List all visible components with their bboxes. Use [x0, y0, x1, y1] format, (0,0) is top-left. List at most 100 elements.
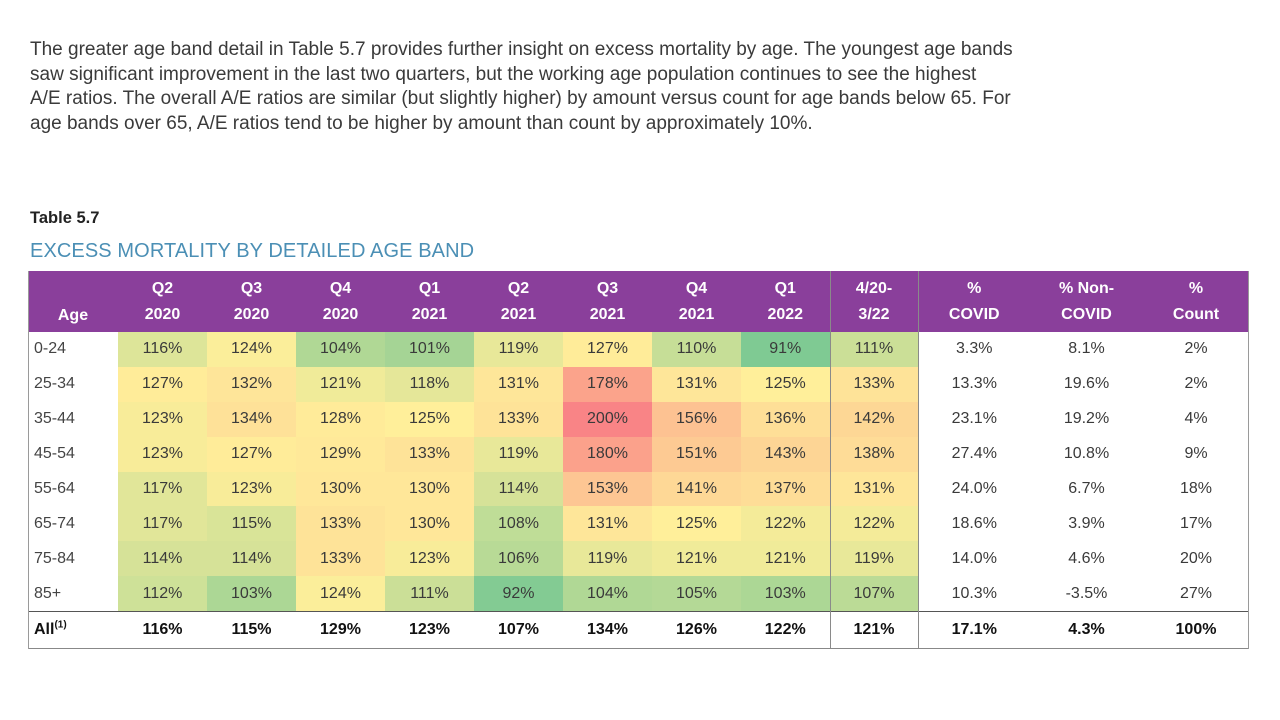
- pct-noncovid-cell: 19.6%: [1063, 375, 1110, 393]
- pct-count-cell: 2%: [1184, 375, 1208, 393]
- ae-ratio-cell: 123%: [118, 401, 207, 437]
- ae-ratio-cell: 200%: [563, 401, 652, 437]
- ae-ratio-cell: 122%: [741, 506, 830, 542]
- intro-line: The greater age band detail in Table 5.7…: [30, 39, 1013, 60]
- quarter-column-header: Q2 2020: [118, 271, 207, 332]
- period-column-header: 4/20- 3/22: [829, 271, 918, 332]
- ae-ratio-cell: 180%: [563, 436, 652, 472]
- pct-count-column-header: % Count: [1143, 271, 1249, 332]
- pct-count-cell: 27%: [1179, 584, 1213, 602]
- pct-covid-cell: 10.3%: [917, 576, 1030, 612]
- ae-ratio-period-cell: 138%: [829, 436, 918, 472]
- ae-ratio-cell: 117%: [118, 506, 207, 542]
- age-band-cell: 0-24: [34, 340, 67, 358]
- ae-ratio-cell: 104%: [296, 332, 385, 367]
- ae-ratio-period-cell: 133%: [829, 366, 918, 402]
- ae-ratio-total-cell: 107%: [474, 611, 563, 650]
- pct-noncovid-cell: 19.2%: [1063, 410, 1110, 428]
- intro-paragraph: The greater age band detail in Table 5.7…: [30, 38, 1280, 136]
- ae-ratio-cell: 127%: [207, 436, 296, 472]
- table-total-row: All(1) 116% 115% 129% 123% 107% 134% 126% 122% 12…: [28, 611, 1249, 650]
- ae-ratio-total-cell: 115%: [207, 611, 296, 650]
- ae-ratio-cell: 111%: [385, 576, 474, 612]
- table-row: 65-74 117% 115% 133% 130% 108% 131% 125% 122% 122…: [28, 506, 1249, 542]
- ae-ratio-cell: 128%: [296, 401, 385, 437]
- ae-ratio-cell: 143%: [741, 436, 830, 472]
- pct-noncovid-total-cell: 4.3%: [1030, 611, 1143, 650]
- pct-noncovid-cell: -3.5%: [1065, 584, 1108, 602]
- ae-ratio-period-cell: 119%: [829, 541, 918, 577]
- ae-ratio-period-cell: 122%: [829, 506, 918, 542]
- pct-covid-column-header: % COVID: [917, 271, 1030, 332]
- ae-ratio-cell: 119%: [474, 332, 563, 367]
- pct-covid-cell: 24.0%: [917, 471, 1030, 507]
- ae-ratio-cell: 136%: [741, 401, 830, 437]
- ae-ratio-cell: 130%: [385, 506, 474, 542]
- ae-ratio-cell: 133%: [296, 506, 385, 542]
- ae-ratio-cell: 110%: [652, 332, 741, 367]
- ae-ratio-cell: 151%: [652, 436, 741, 472]
- ae-ratio-cell: 92%: [474, 576, 563, 612]
- pct-count-cell: 18%: [1179, 480, 1213, 497]
- ae-ratio-cell: 105%: [652, 576, 741, 612]
- ae-ratio-cell: 125%: [652, 506, 741, 542]
- age-band-cell: 65-74: [34, 514, 75, 532]
- pct-count-total-cell: 100%: [1143, 611, 1249, 650]
- ae-ratio-cell: 114%: [118, 541, 207, 577]
- quarter-column-header: Q3 2020: [207, 271, 296, 332]
- ae-ratio-cell: 101%: [385, 332, 474, 367]
- ae-ratio-period-cell: 131%: [829, 471, 918, 507]
- table-row: 85+ 112% 103% 124% 111% 92% 104% 105% 103% 107% 10…: [28, 576, 1249, 612]
- ae-ratio-cell: 133%: [385, 436, 474, 472]
- table-row: 25-34 127% 132% 121% 118% 131% 178% 131% 125% 133…: [28, 366, 1249, 402]
- ae-ratio-cell: 119%: [563, 541, 652, 577]
- ae-ratio-cell: 118%: [385, 366, 474, 402]
- quarter-column-header: Q1 2022: [741, 271, 830, 332]
- table-row: 75-84 114% 114% 133% 123% 106% 119% 121% 121% 119…: [28, 541, 1249, 577]
- table-row: 0-24 116% 124% 104% 101% 119% 127% 110% 91% 111% 3…: [28, 332, 1249, 367]
- pct-covid-cell: 23.1%: [917, 401, 1030, 437]
- pct-noncovid-cell: 4.6%: [1068, 549, 1105, 567]
- table-row: 45-54 123% 127% 129% 133% 119% 180% 151% 143% 138…: [28, 436, 1249, 472]
- age-band-cell: 35-44: [34, 410, 75, 428]
- ae-ratio-cell: 116%: [118, 332, 207, 367]
- ae-ratio-cell: 131%: [652, 366, 741, 402]
- ae-ratio-cell: 106%: [474, 541, 563, 577]
- ae-ratio-cell: 124%: [207, 332, 296, 367]
- ae-ratio-cell: 123%: [207, 471, 296, 507]
- excess-mortality-table: Age Q2 2020 Q3 2020 Q4 2020 Q1 2021 Q2 2021 Q…: [28, 271, 1249, 650]
- ae-ratio-cell: 125%: [385, 401, 474, 437]
- pct-noncovid-cell: 8.1%: [1068, 340, 1105, 358]
- ae-ratio-cell: 114%: [474, 471, 563, 507]
- ae-ratio-cell: 141%: [652, 471, 741, 507]
- ae-ratio-total-cell: 129%: [296, 611, 385, 650]
- table-row: 55-64 117% 123% 130% 130% 114% 153% 141% 137% 131…: [28, 471, 1249, 507]
- ae-ratio-cell: 121%: [296, 366, 385, 402]
- ae-ratio-cell: 156%: [652, 401, 741, 437]
- ae-ratio-cell: 117%: [118, 471, 207, 507]
- ae-ratio-cell: 114%: [207, 541, 296, 577]
- table-label: Table 5.7: [30, 209, 100, 227]
- ae-ratio-cell: 108%: [474, 506, 563, 542]
- ae-ratio-cell: 91%: [741, 332, 830, 367]
- ae-ratio-cell: 133%: [296, 541, 385, 577]
- ae-ratio-cell: 123%: [385, 541, 474, 577]
- age-band-cell: All(1): [28, 611, 118, 650]
- pct-noncovid-cell: 3.9%: [1068, 514, 1105, 532]
- quarter-column-header: Q4 2021: [652, 271, 741, 332]
- pct-count-cell: 17%: [1179, 514, 1213, 532]
- pct-covid-cell: 13.3%: [917, 366, 1030, 402]
- ae-ratio-cell: 130%: [296, 471, 385, 507]
- pct-count-cell: 9%: [1184, 445, 1208, 463]
- table-header-row: Age Q2 2020 Q3 2020 Q4 2020 Q1 2021 Q2 2021 Q…: [28, 271, 1249, 332]
- ae-ratio-cell: 129%: [296, 436, 385, 472]
- pct-covid-cell: 3.3%: [917, 332, 1030, 367]
- pct-covid-cell: 14.0%: [917, 541, 1030, 577]
- pct-covid-cell: 27.4%: [917, 436, 1030, 472]
- quarter-column-header: Q3 2021: [563, 271, 652, 332]
- table-row: 35-44 123% 134% 128% 125% 133% 200% 156% 136% 142…: [28, 401, 1249, 437]
- total-label: All: [34, 621, 55, 639]
- table-title: EXCESS MORTALITY BY DETAILED AGE BAND: [30, 240, 475, 262]
- ae-ratio-total-cell: 126%: [652, 611, 741, 650]
